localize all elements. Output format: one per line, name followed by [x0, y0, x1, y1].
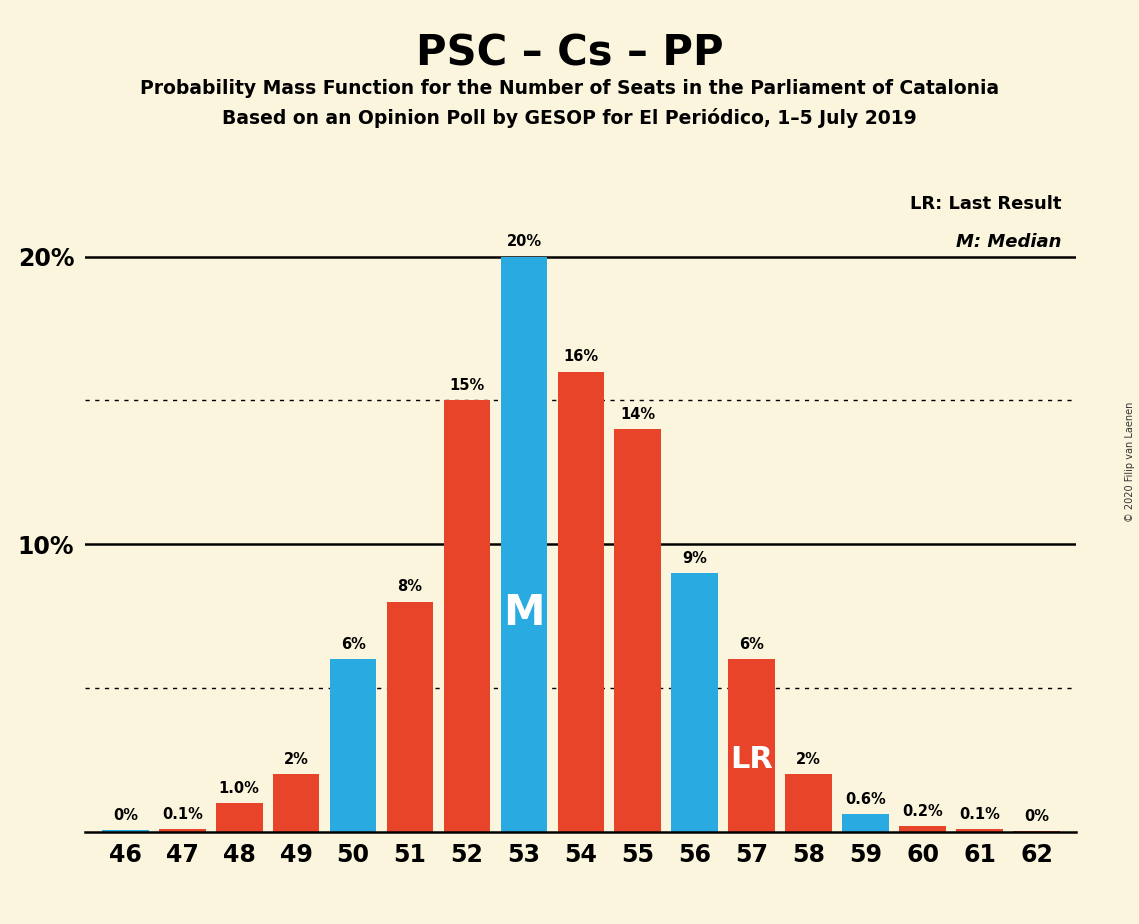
Text: LR: Last Result: LR: Last Result [910, 194, 1062, 213]
Bar [615, 429, 662, 832]
Bar [729, 659, 776, 832]
Text: 0%: 0% [113, 808, 138, 823]
Bar [387, 602, 434, 832]
Text: 6%: 6% [739, 637, 764, 652]
Bar [672, 573, 719, 832]
Bar [957, 829, 1003, 832]
Text: 8%: 8% [398, 579, 423, 594]
Text: 14%: 14% [621, 407, 655, 422]
Bar [558, 371, 605, 832]
Bar [216, 803, 263, 832]
Bar [843, 814, 890, 832]
Bar [103, 830, 149, 832]
Text: Probability Mass Function for the Number of Seats in the Parliament of Catalonia: Probability Mass Function for the Number… [140, 79, 999, 98]
Text: 6%: 6% [341, 637, 366, 652]
Text: 20%: 20% [507, 235, 541, 249]
Bar [900, 826, 947, 832]
Text: M: Median: M: Median [956, 233, 1062, 251]
Bar [501, 257, 548, 832]
Text: 2%: 2% [796, 752, 821, 767]
Text: 0%: 0% [1024, 808, 1049, 824]
Text: 16%: 16% [564, 349, 598, 364]
Bar [159, 829, 206, 832]
Text: 0.1%: 0.1% [162, 807, 203, 821]
Text: 0.6%: 0.6% [845, 792, 886, 808]
Text: 9%: 9% [682, 551, 707, 565]
Bar [444, 400, 491, 832]
Text: 1.0%: 1.0% [219, 781, 260, 796]
Text: PSC – Cs – PP: PSC – Cs – PP [416, 32, 723, 74]
Text: Based on an Opinion Poll by GESOP for El Periódico, 1–5 July 2019: Based on an Opinion Poll by GESOP for El… [222, 108, 917, 128]
Text: 15%: 15% [450, 378, 484, 394]
Text: M: M [503, 592, 544, 634]
Text: 2%: 2% [284, 752, 309, 767]
Text: © 2020 Filip van Laenen: © 2020 Filip van Laenen [1125, 402, 1134, 522]
Text: 0.2%: 0.2% [902, 804, 943, 819]
Bar [330, 659, 377, 832]
Text: 0.1%: 0.1% [959, 807, 1000, 821]
Text: LR: LR [730, 745, 773, 773]
Bar [786, 774, 833, 832]
Bar [273, 774, 320, 832]
